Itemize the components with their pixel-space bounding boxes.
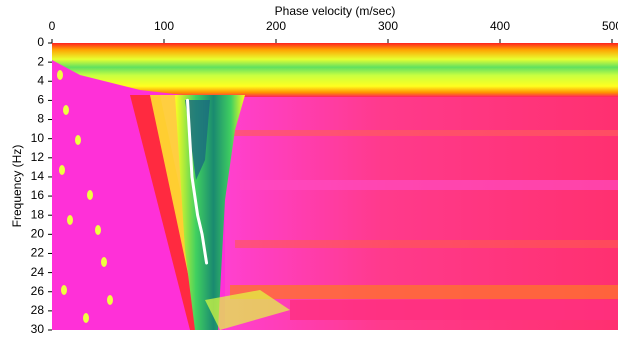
x-tick-label: 500 (602, 19, 618, 33)
x-tick-label: 100 (154, 19, 174, 33)
y-tick-label: 18 (31, 207, 45, 221)
y-tick-label: 26 (31, 284, 45, 298)
y-tick-label: 8 (37, 112, 44, 126)
x-tick-label: 400 (490, 19, 510, 33)
x-axis-title: Phase velocity (m/sec) (275, 4, 396, 18)
x-tick-label: 0 (49, 19, 56, 33)
y-tick-label: 24 (31, 265, 45, 279)
y-tick-label: 16 (31, 188, 45, 202)
dispersion-curve (186, 98, 209, 265)
y-tick-label: 30 (31, 322, 45, 336)
y-tick-label: 14 (31, 169, 45, 183)
y-tick-label: 28 (31, 303, 45, 317)
y-axis-title: Frequency (Hz) (10, 145, 24, 228)
y-tick-label: 22 (31, 246, 45, 260)
heatmap-background (52, 43, 618, 330)
y-tick-label: 12 (31, 150, 45, 164)
x-tick-label: 300 (378, 19, 398, 33)
x-tick-label: 200 (266, 19, 286, 33)
y-tick-label: 0 (37, 35, 44, 49)
y-tick-label: 4 (37, 73, 44, 87)
y-tick-label: 10 (31, 131, 45, 145)
y-tick-label: 6 (37, 93, 44, 107)
y-tick-label: 2 (37, 54, 44, 68)
y-tick-label: 20 (31, 227, 45, 241)
